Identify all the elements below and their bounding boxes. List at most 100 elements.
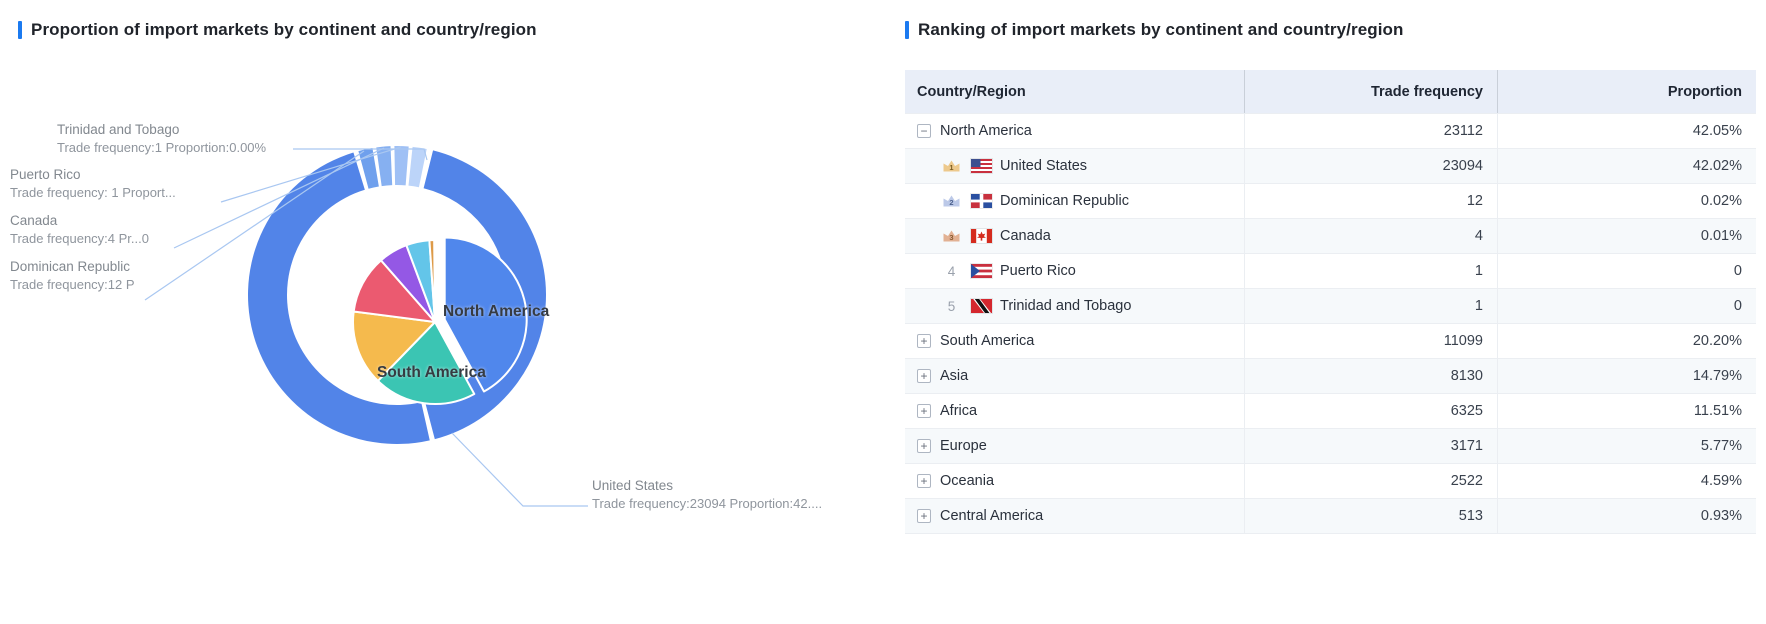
table-header-row: Country/Region Trade frequency Proportio… (905, 70, 1756, 113)
callout-detail: Trade frequency:1 Proportion:0.00% (57, 140, 267, 155)
ring-segment-canada[interactable] (376, 146, 393, 187)
proportion-value: 0.01% (1700, 228, 1742, 244)
trade-frequency-value: 2522 (1245, 464, 1498, 498)
table-row-puerto-rico[interactable]: 4 Puerto Rico 1 0 (905, 253, 1756, 288)
right-panel-title: Ranking of import markets by continent a… (905, 20, 1404, 40)
pie-label-south-america: South America (377, 364, 486, 381)
svg-text:1: 1 (949, 163, 953, 172)
flag-tt-icon (971, 299, 992, 313)
country-name: Canada (1000, 228, 1051, 244)
import-markets-pie-chart[interactable] (0, 0, 905, 624)
callout-detail: Trade frequency:12 P (10, 277, 135, 292)
pie-slice-north-america[interactable] (443, 236, 528, 393)
proportion-value: 5.77% (1700, 438, 1742, 454)
table-row-africa[interactable]: + Africa 6325 11.51% (905, 393, 1756, 428)
trade-frequency-value: 12 (1245, 184, 1498, 218)
rank-1-medal-icon: 1 (943, 160, 960, 172)
leader-line-united-states (451, 432, 588, 507)
ring-segment-united-states[interactable] (423, 150, 547, 440)
leader-line-trinidad-and-tobago (293, 148, 428, 161)
proportion-value: 14.79% (1692, 368, 1742, 384)
table-row-oceania[interactable]: + Oceania 2522 4.59% (905, 463, 1756, 498)
proportion-value: 42.05% (1692, 123, 1742, 139)
collapse-icon[interactable]: − (917, 124, 931, 138)
header-trade-frequency: Trade frequency (1245, 70, 1498, 113)
pie-slice-south-america[interactable] (376, 321, 476, 405)
title-accent-bar (905, 21, 909, 39)
trade-frequency-value: 1 (1245, 289, 1498, 323)
ring-segment-other-countries-aggregated-unlabeled-[interactable] (248, 152, 430, 444)
trade-frequency-value: 23094 (1245, 149, 1498, 183)
callout-detail: Trade frequency:23094 Proportion:42.... (592, 496, 823, 511)
table-row-trinidad-and-tobago[interactable]: 5 Trinidad and Tobago 1 0 (905, 288, 1756, 323)
expand-icon[interactable]: + (917, 439, 931, 453)
proportion-value: 0 (1733, 263, 1742, 279)
svg-text:2: 2 (949, 198, 953, 207)
continent-name: Central America (940, 508, 1044, 524)
pie-slice-central-america[interactable] (428, 239, 436, 323)
table-body: − North America 23112 42.05% 1 United St… (905, 113, 1756, 533)
rank-3-medal-icon: 3 (943, 230, 960, 242)
callout-puerto-rico: Puerto Rico Trade frequency: 1 Proport..… (10, 166, 176, 202)
continent-name: Asia (940, 368, 969, 384)
trade-frequency-value: 6325 (1245, 394, 1498, 428)
table-row-asia[interactable]: + Asia 8130 14.79% (905, 358, 1756, 393)
trade-frequency-value: 3171 (1245, 429, 1498, 463)
header-country-region: Country/Region (905, 70, 1245, 113)
callout-country-name: Puerto Rico (10, 167, 81, 182)
pie-label-north-america: North America (443, 303, 550, 320)
callout-country-name: Canada (10, 213, 58, 228)
country-name: Dominican Republic (1000, 193, 1129, 209)
callout-country-name: United States (592, 478, 674, 493)
leader-line-canada (173, 147, 385, 249)
continent-name: North America (940, 123, 1032, 139)
expand-icon[interactable]: + (917, 334, 931, 348)
rank-number: 4 (947, 263, 956, 279)
table-row-south-america[interactable]: + South America 11099 20.20% (905, 323, 1756, 358)
table-row-dominican-republic[interactable]: 2 Dominican Republic 12 0.02% (905, 183, 1756, 218)
table-row-central-america[interactable]: + Central America 513 0.93% (905, 498, 1756, 533)
trade-frequency-value: 1 (1245, 254, 1498, 288)
page-title: Proportion of import markets by continen… (31, 20, 537, 39)
callout-country-name: Trinidad and Tobago (57, 122, 180, 137)
country-name: Puerto Rico (1000, 263, 1076, 279)
ring-segment-trinidad-and-tobago[interactable] (408, 146, 427, 188)
rank-number: 5 (947, 298, 956, 314)
pie-slice-asia[interactable] (352, 310, 436, 382)
callout-detail: Trade frequency:4 Pr...0 (10, 231, 149, 246)
expand-icon[interactable]: + (917, 404, 931, 418)
proportion-value: 42.02% (1692, 158, 1742, 174)
leader-line-puerto-rico (220, 146, 402, 203)
proportion-value: 0.93% (1700, 508, 1742, 524)
proportion-value: 11.51% (1693, 403, 1742, 419)
expand-icon[interactable]: + (917, 509, 931, 523)
proportion-chart-panel: Proportion of import markets by continen… (0, 0, 905, 624)
flag-us-icon (971, 159, 992, 173)
table-row-north-america[interactable]: − North America 23112 42.05% (905, 113, 1756, 148)
proportion-value: 0.02% (1700, 193, 1742, 209)
header-proportion: Proportion (1667, 83, 1742, 100)
rank-2-medal-icon: 2 (943, 195, 960, 207)
trade-frequency-value: 4 (1245, 219, 1498, 253)
table-title: Ranking of import markets by continent a… (918, 20, 1404, 39)
proportion-value: 20.20% (1692, 333, 1742, 349)
left-panel-title: Proportion of import markets by continen… (18, 20, 537, 40)
expand-icon[interactable]: + (917, 369, 931, 383)
table-row-united-states[interactable]: 1 United States 23094 42.02% (905, 148, 1756, 183)
trade-frequency-value: 11099 (1245, 324, 1498, 358)
continent-name: Europe (940, 438, 987, 454)
country-name: Trinidad and Tobago (1000, 298, 1132, 314)
proportion-value: 0 (1733, 298, 1742, 314)
ring-segment-puerto-rico[interactable] (394, 146, 409, 186)
expand-icon[interactable]: + (917, 474, 931, 488)
table-row-europe[interactable]: + Europe 3171 5.77% (905, 428, 1756, 463)
trade-frequency-value: 513 (1245, 499, 1498, 533)
flag-do-icon (971, 194, 992, 208)
ranking-table: Country/Region Trade frequency Proportio… (905, 70, 1756, 534)
country-name: United States (1000, 158, 1088, 174)
callout-detail: Trade frequency: 1 Proport... (10, 185, 176, 200)
callout-country-name: Dominican Republic (10, 259, 131, 274)
table-row-canada[interactable]: 3 Canada 4 0.01% (905, 218, 1756, 253)
callout-united-states: United States Trade frequency:23094 Prop… (592, 477, 822, 513)
trade-frequency-value: 23112 (1245, 114, 1498, 148)
